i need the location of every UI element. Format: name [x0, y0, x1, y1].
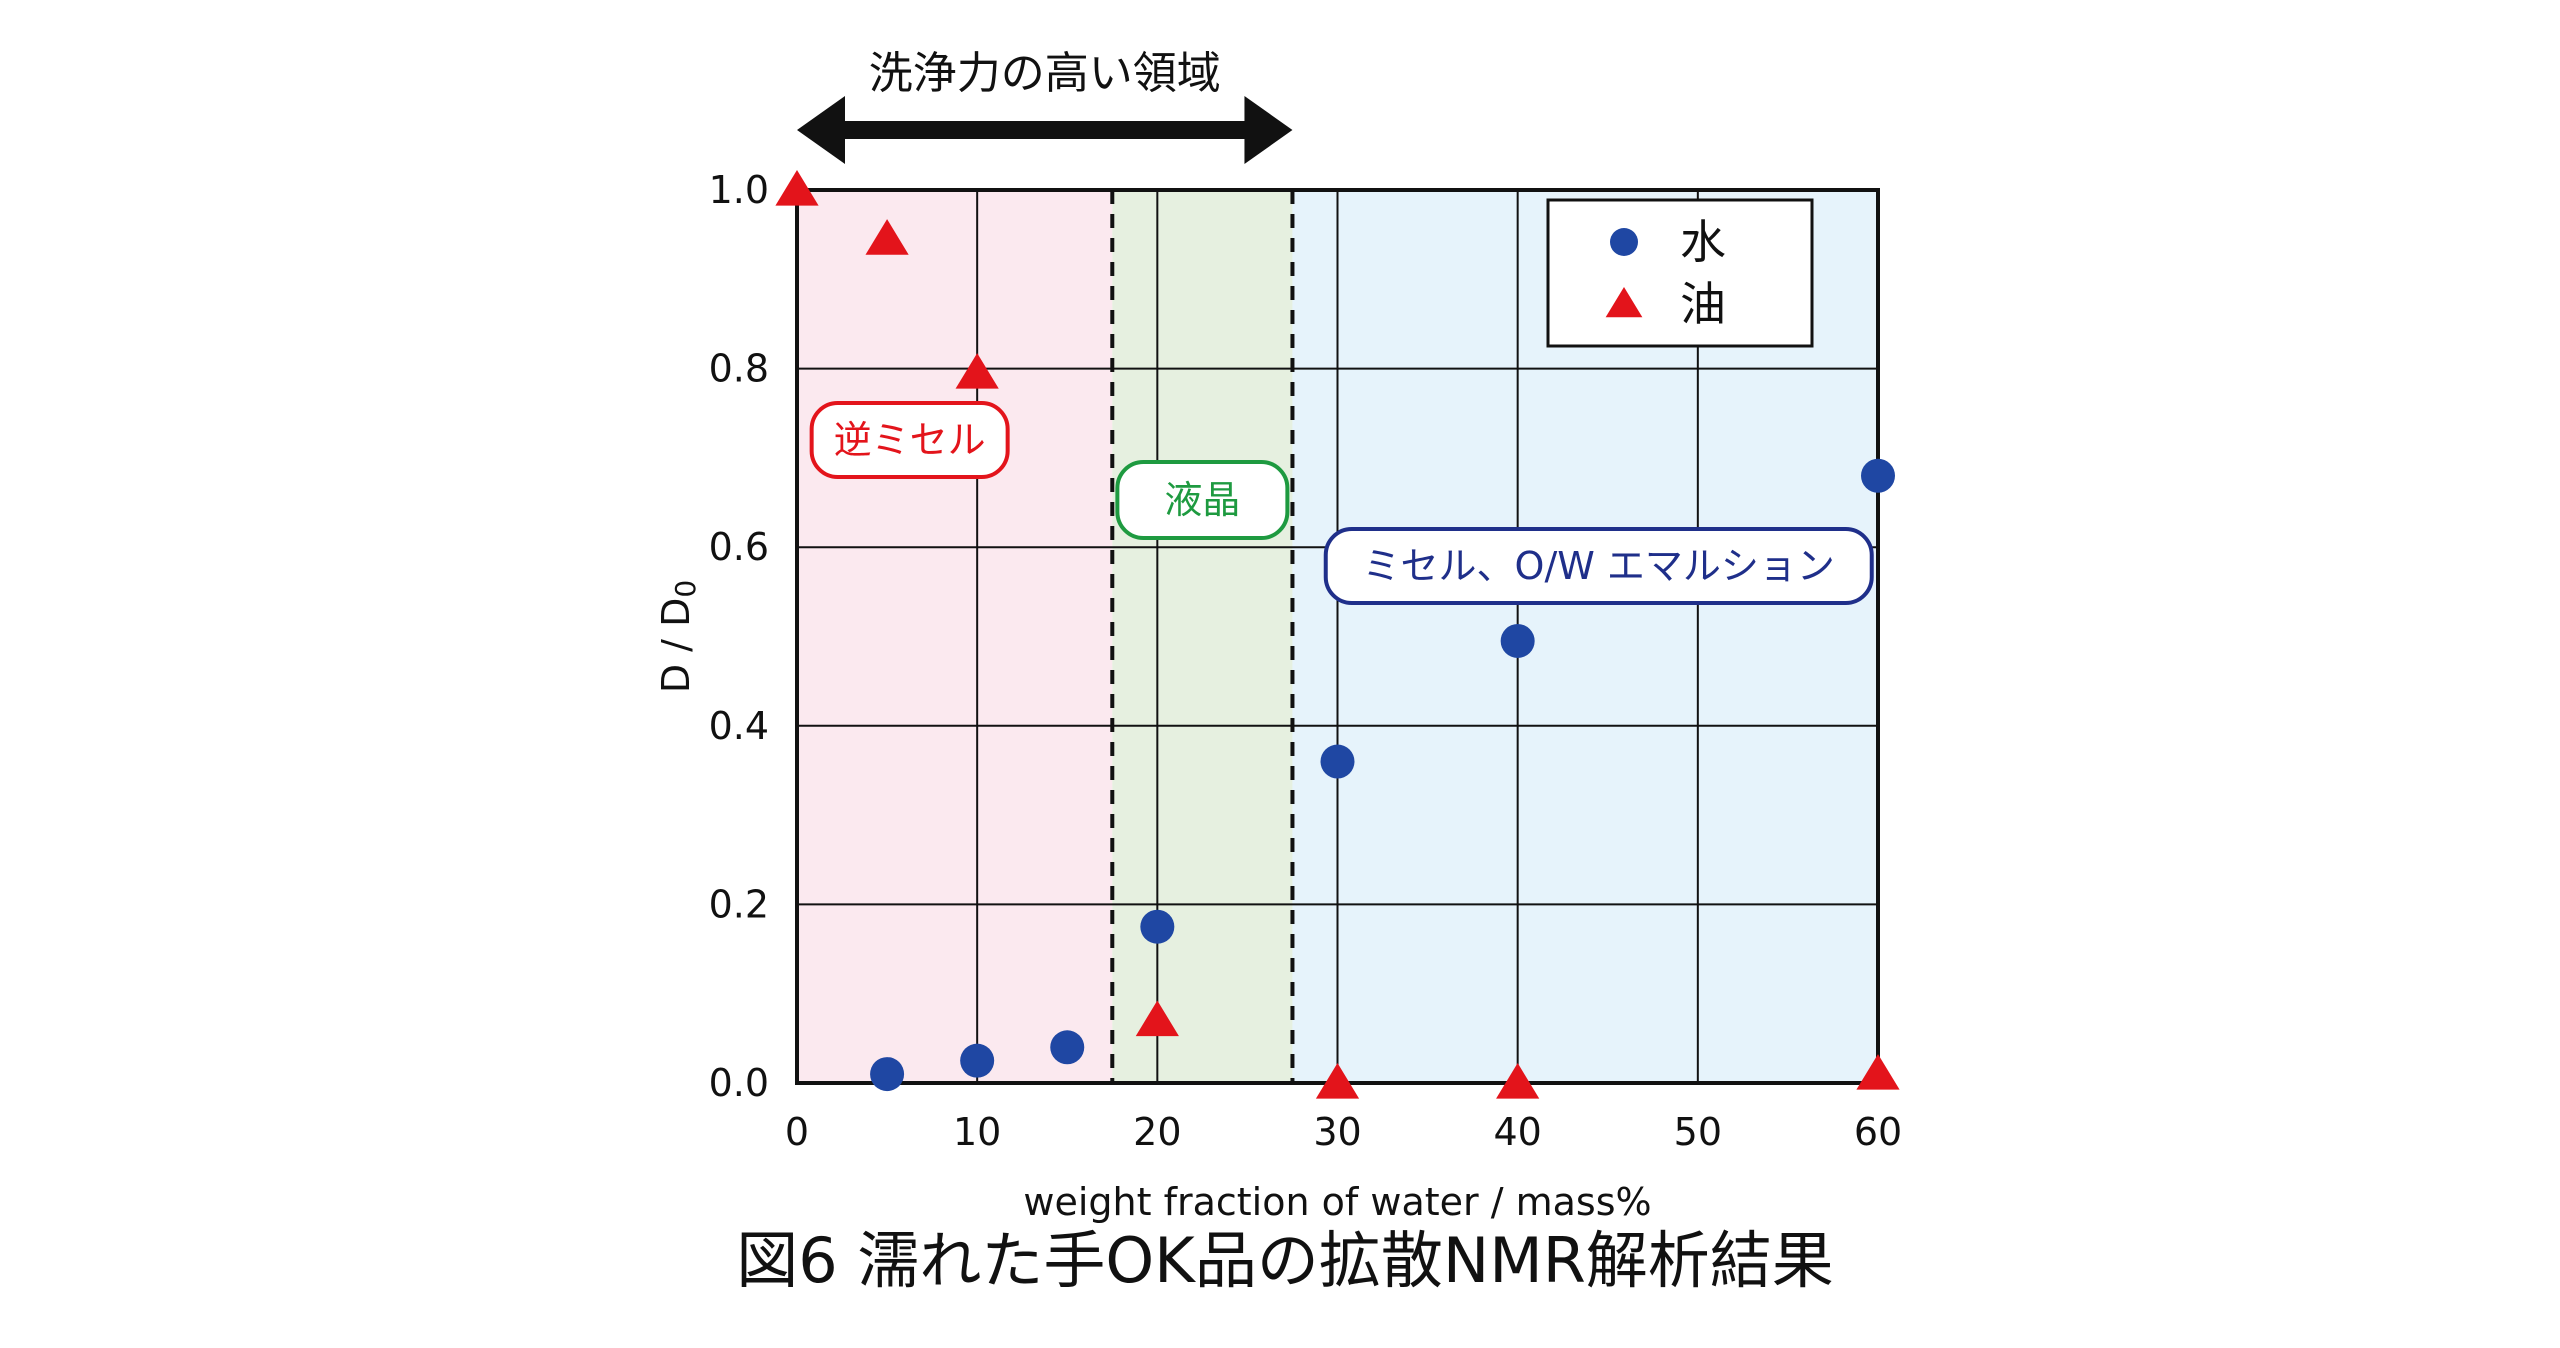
chart-regions	[797, 190, 1878, 1083]
double-arrow-icon	[797, 96, 1293, 164]
region-label-text: 液晶	[1164, 478, 1240, 522]
y-axis-label-subscript: 0	[669, 580, 702, 598]
x-axis-label: weight fraction of water / mass%	[1023, 1180, 1651, 1224]
region-label-text: ミセル、O/W エマルション	[1363, 544, 1835, 588]
x-tick-label: 40	[1493, 1110, 1541, 1154]
region-label-box	[1115, 460, 1290, 540]
region-label: ミセル、O/W エマルション	[1323, 527, 1874, 605]
range-arrow-label: 洗浄力の高い領域	[869, 48, 1221, 99]
x-tick-label: 50	[1674, 1110, 1722, 1154]
y-tick-label: 0.8	[709, 347, 769, 391]
oil-point	[1496, 1063, 1540, 1099]
figure-caption: 図6 濡れた手OK品の拡散NMR解析結果	[736, 1224, 1834, 1297]
oil-point	[955, 353, 999, 389]
legend: 水 油	[1546, 198, 1814, 348]
y-axis-label-main: D / D	[654, 598, 698, 693]
water-point	[1050, 1030, 1085, 1065]
y-tick-label: 0.0	[709, 1061, 769, 1105]
data-markers	[775, 170, 1900, 1099]
water-point	[1320, 744, 1355, 779]
oil-point	[1135, 1000, 1179, 1037]
water-point	[870, 1057, 905, 1092]
region-band	[1112, 190, 1293, 1083]
water-point	[1140, 909, 1175, 944]
oil-point	[1856, 1054, 1900, 1090]
region-label-box	[1323, 527, 1874, 605]
legend-water-marker	[1610, 228, 1638, 256]
y-tick-label: 1.0	[709, 168, 769, 212]
y-tick-label: 0.6	[709, 525, 769, 569]
x-tick-label: 60	[1854, 1110, 1902, 1154]
region-label: 液晶	[1115, 460, 1290, 540]
y-axis-label: D / D0	[654, 580, 702, 693]
water-point	[960, 1043, 995, 1078]
region-label-box	[809, 401, 1010, 479]
y-tick-label: 0.2	[709, 882, 769, 926]
x-tick-labels: 0 10 20 30 40 50 60	[785, 1110, 1902, 1154]
region-band	[797, 190, 1113, 1083]
oil-point	[865, 219, 909, 255]
high-detergency-range: 洗浄力の高い領域	[797, 48, 1293, 164]
legend-water-label: 水	[1680, 215, 1726, 269]
x-tick-label: 20	[1133, 1110, 1181, 1154]
phase-boundaries	[1110, 190, 1295, 1083]
region-label-text: 逆ミセル	[834, 418, 986, 462]
x-tick-label: 0	[785, 1110, 809, 1154]
x-tick-label: 10	[953, 1110, 1001, 1154]
legend-box	[1546, 198, 1814, 348]
region-label: 逆ミセル	[809, 401, 1010, 479]
x-tick-label: 30	[1313, 1110, 1361, 1154]
water-point	[1861, 458, 1895, 493]
oil-point	[1315, 1063, 1360, 1099]
y-tick-labels: 0.0 0.2 0.4 0.6 0.8 1.0	[709, 168, 769, 1105]
oil-point	[775, 170, 819, 206]
y-tick-label: 0.4	[709, 704, 769, 748]
water-point	[1500, 623, 1535, 658]
legend-oil-label: 油	[1680, 277, 1726, 331]
legend-oil-marker	[1605, 287, 1643, 318]
